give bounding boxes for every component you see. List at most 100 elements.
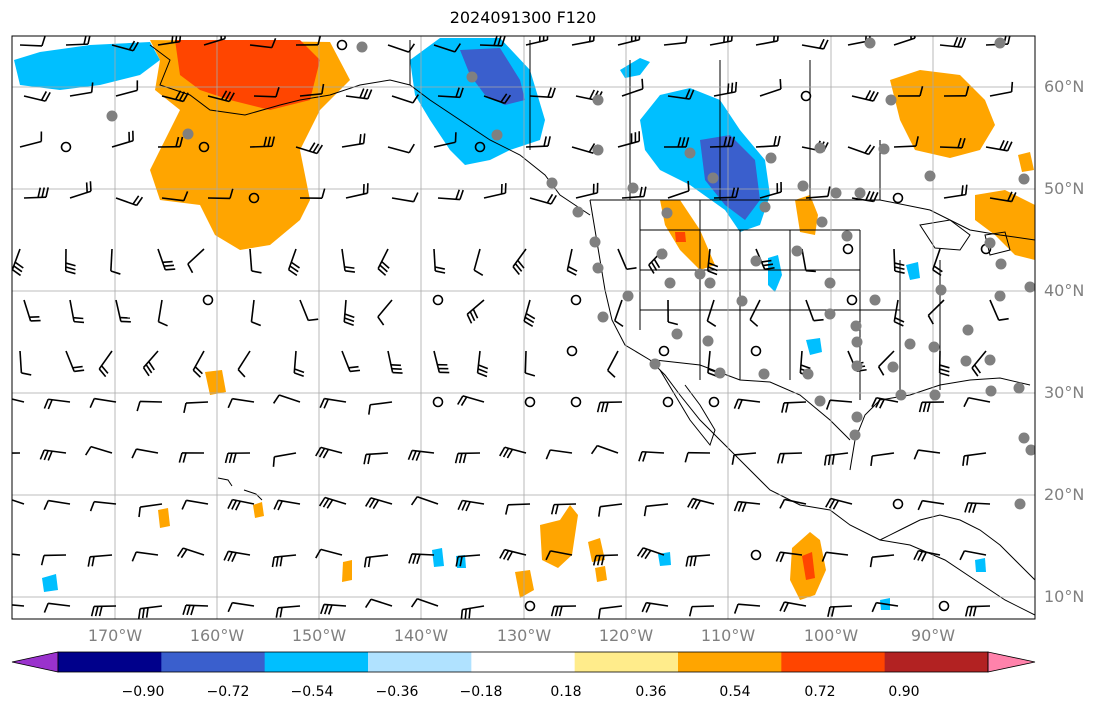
wind-barb-flag (477, 368, 488, 374)
wind-barb-flag (65, 270, 76, 275)
wind-barb-flag (277, 500, 283, 511)
wind-barb-flag (110, 270, 121, 275)
shade-greatlakes-orange-2 (1018, 152, 1034, 172)
wind-barb-flag (966, 455, 969, 466)
wind-barb-flag (600, 402, 605, 413)
station-dot (851, 411, 863, 423)
wind-barb-flag (344, 317, 355, 323)
wind-barb-flag (182, 92, 189, 102)
wind-barb-shaft (249, 248, 253, 271)
station-dot (182, 128, 194, 140)
wind-barb-flag (731, 454, 735, 465)
colorbar-box (781, 652, 886, 672)
wind-barb-flag (879, 398, 885, 409)
colorbar-box (574, 652, 679, 672)
wind-barb-shaft (918, 449, 941, 454)
wind-barb-flag (999, 140, 1005, 150)
station-dot (851, 336, 863, 348)
station-dot (791, 245, 803, 257)
wind-barb-flag (464, 608, 468, 619)
wind-barb-flag (348, 365, 359, 369)
colorbar-tick-label: 0.18 (550, 684, 582, 700)
wind-barb-flag (865, 90, 872, 100)
wind-barb-flag (0, 553, 2, 562)
wind-barb-flag (939, 372, 950, 377)
station-dot (1024, 281, 1035, 293)
wind-barb-flag (685, 88, 691, 99)
calm-wind-marker (750, 345, 762, 357)
wind-barb-flag (72, 365, 83, 369)
wind-barb-flag (181, 499, 188, 510)
wind-barb-flag (964, 502, 969, 513)
wind-barb-flag (47, 450, 53, 461)
shade-trop-9 (595, 566, 607, 582)
wind-barb-flag (232, 452, 237, 464)
wind-barb-flag (870, 455, 874, 467)
wind-barb-flag (779, 552, 785, 563)
wind-barb-shaft (663, 41, 686, 46)
wind-barb-flag (547, 87, 552, 98)
shade-trop-blue-3 (658, 552, 671, 566)
wind-barb-shaft (185, 401, 209, 404)
wind-barb-flag (136, 196, 144, 206)
wind-barb-flag (186, 605, 191, 616)
station-dot (649, 358, 661, 370)
wind-barb-flag (412, 94, 420, 104)
wind-barb-flag (831, 454, 835, 465)
station-dot (841, 230, 853, 242)
wind-barb-flag (251, 321, 262, 327)
wind-barb-flag (175, 36, 178, 43)
wind-barb-flag (800, 364, 811, 370)
wind-barb-shaft (964, 550, 987, 556)
wind-barb-flag (865, 190, 871, 201)
wind-barb-flag (65, 266, 76, 271)
wind-barb-flag (176, 547, 184, 557)
wind-barb-shaft (187, 248, 205, 265)
station-dot (592, 144, 604, 156)
wind-barb-flag (21, 372, 32, 376)
baja (659, 369, 716, 447)
wind-barb-flag (322, 448, 330, 459)
wind-barb-flag (566, 269, 577, 276)
wind-barb-flag (194, 366, 203, 375)
wind-barb-flag (435, 270, 446, 274)
wind-barb-flag (512, 266, 520, 276)
wind-barb-flag (379, 264, 388, 273)
station-dot (106, 110, 118, 122)
wind-barb-flag (390, 363, 401, 367)
wind-barb-flag (40, 91, 48, 101)
wind-barb-flag (1010, 192, 1017, 202)
wind-barb-shaft (110, 248, 113, 272)
calm-wind-marker (60, 141, 72, 153)
wind-barb-flag (13, 265, 23, 273)
wind-barb-flag (550, 504, 555, 515)
wind-barb-shaft (139, 400, 163, 403)
wind-barb-flag (275, 556, 279, 567)
wind-barb-flag (971, 367, 979, 377)
colorbar-tick-label: −0.18 (459, 684, 503, 700)
station-dot (850, 320, 862, 332)
wind-barb-flag (363, 88, 369, 99)
colorbar-extend-low (11, 651, 59, 673)
wind-barb-flag (323, 604, 329, 615)
colorbar-box (264, 652, 369, 672)
colorbar-frame (57, 651, 989, 673)
wind-barb-flag (231, 500, 238, 510)
wind-barb-flag (894, 317, 905, 323)
wind-barb-flag (457, 500, 464, 510)
wind-barb-flag (367, 89, 373, 100)
wind-barb-flag (174, 90, 182, 100)
calm-wind-marker (248, 192, 260, 204)
wind-barb-flag (588, 143, 596, 153)
wind-barb-flag (913, 449, 919, 460)
station-dot (904, 338, 916, 350)
wind-barb-flag (543, 136, 547, 147)
wind-barb-flag (318, 447, 326, 458)
wind-barb-shaft (805, 299, 815, 321)
wind-barb-flag (641, 602, 647, 613)
lat-label-60: 60°N (1044, 77, 1085, 96)
wind-barb-flag (1003, 140, 1009, 151)
wind-barb-flag (965, 85, 970, 97)
wind-barb-flag (315, 548, 322, 559)
wind-barb-flag (737, 399, 743, 410)
